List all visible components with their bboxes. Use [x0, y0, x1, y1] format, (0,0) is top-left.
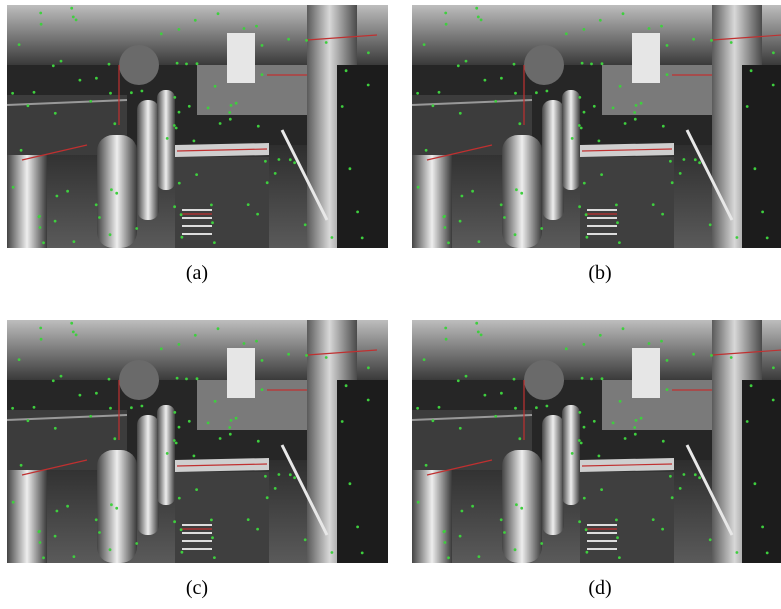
caption: (c) — [186, 577, 208, 599]
figure: (a) (b) (c) (d) — [0, 0, 781, 604]
caption: (b) — [588, 262, 611, 284]
page: (a) (b) (c) (d) (() => { const data = JS… — [0, 0, 781, 604]
caption: (a) — [186, 262, 208, 284]
image-panel — [412, 320, 781, 563]
image-panel — [7, 5, 388, 248]
caption: (d) — [588, 577, 611, 599]
image-panel — [7, 320, 388, 563]
image-panel — [412, 5, 781, 248]
